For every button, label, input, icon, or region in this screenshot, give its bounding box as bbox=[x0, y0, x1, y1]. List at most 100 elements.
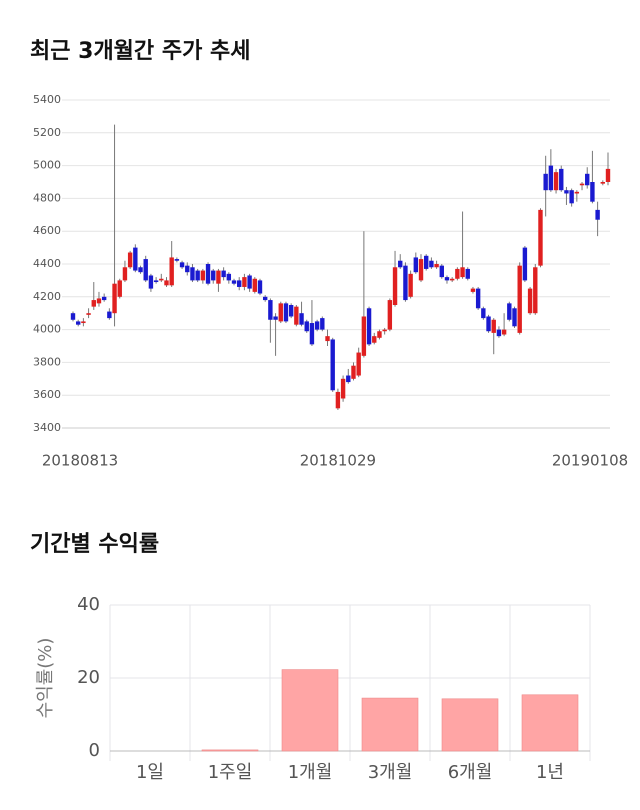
candle-body bbox=[403, 265, 408, 301]
candle-body bbox=[309, 323, 315, 345]
x-tick-label: 6개월 bbox=[448, 762, 493, 783]
bar bbox=[441, 698, 499, 752]
candle-body bbox=[590, 182, 595, 202]
x-tick-label: 1개월 bbox=[288, 762, 333, 783]
candle-body bbox=[439, 265, 444, 278]
candle-body bbox=[231, 280, 237, 284]
candle-body bbox=[585, 173, 590, 186]
candle-body bbox=[559, 168, 564, 191]
x-tick-label: 20180813 bbox=[42, 452, 118, 470]
candle-body bbox=[190, 267, 195, 281]
candle-body bbox=[398, 260, 403, 268]
candle-body bbox=[569, 190, 574, 204]
chart-title: 최근 3개월간 주가 추세 bbox=[30, 39, 250, 64]
candle-body bbox=[501, 329, 507, 335]
candle-body bbox=[408, 273, 413, 297]
candle-body bbox=[278, 303, 283, 322]
candle-body bbox=[75, 321, 81, 325]
candle-body bbox=[159, 278, 164, 281]
y-tick-label: 4600 bbox=[33, 224, 61, 237]
candle-body bbox=[527, 288, 533, 314]
candle-body bbox=[211, 270, 216, 281]
x-tick-label: 1년 bbox=[536, 762, 564, 783]
candle-body bbox=[91, 300, 96, 307]
candle-body bbox=[242, 277, 247, 287]
candle-body bbox=[486, 316, 491, 332]
candle-body bbox=[205, 264, 211, 284]
candle-body bbox=[299, 313, 304, 325]
y-tick-label: 4000 bbox=[33, 323, 61, 336]
candle-body bbox=[481, 308, 486, 319]
candle-body bbox=[392, 267, 398, 305]
candle-body bbox=[325, 336, 330, 342]
candle-body bbox=[200, 270, 206, 281]
candle-body bbox=[81, 321, 86, 324]
candle-body bbox=[288, 305, 294, 317]
candle-body bbox=[185, 265, 190, 273]
candle-body bbox=[595, 209, 600, 220]
candle-body bbox=[605, 168, 611, 182]
x-tick-label: 1일 bbox=[136, 762, 164, 783]
candle-body bbox=[470, 288, 476, 292]
y-tick-label: 5400 bbox=[33, 93, 61, 106]
bar bbox=[201, 749, 259, 752]
x-tick-label: 20190108 bbox=[552, 452, 628, 470]
candle-body bbox=[133, 247, 138, 271]
candle-body bbox=[179, 262, 185, 268]
y-tick-label: 0 bbox=[89, 740, 100, 761]
candle-body bbox=[455, 268, 460, 279]
candle-body bbox=[164, 280, 169, 286]
candle-body bbox=[122, 267, 128, 281]
candle-body bbox=[273, 316, 278, 320]
candle-body bbox=[283, 303, 289, 322]
candle-body bbox=[216, 270, 221, 284]
candle-body bbox=[304, 321, 309, 332]
candle-body bbox=[320, 318, 325, 330]
candle-body bbox=[346, 375, 351, 383]
candle-body bbox=[434, 264, 439, 268]
candle-body bbox=[335, 391, 341, 409]
candle-body bbox=[257, 280, 263, 294]
candle-body bbox=[268, 300, 273, 320]
candle-body bbox=[517, 265, 522, 333]
candle-body bbox=[221, 270, 226, 278]
x-tick-label: 3개월 bbox=[368, 762, 413, 783]
candle-body bbox=[574, 191, 580, 194]
bar bbox=[281, 669, 339, 752]
candle-body bbox=[294, 306, 299, 325]
y-tick-label: 5000 bbox=[33, 159, 61, 172]
candle-body bbox=[366, 308, 372, 345]
candle-body bbox=[153, 280, 159, 283]
candle-body bbox=[340, 378, 346, 399]
candle-body bbox=[496, 329, 502, 337]
candle-body bbox=[138, 267, 143, 273]
candle-body bbox=[70, 313, 76, 320]
y-axis-label: 수익률(%) bbox=[35, 638, 56, 719]
candle-body bbox=[543, 173, 548, 191]
bar bbox=[361, 697, 419, 752]
candle-body bbox=[579, 183, 585, 186]
candle-body bbox=[507, 303, 512, 320]
candle-body bbox=[174, 259, 180, 261]
candle-body bbox=[247, 275, 252, 289]
y-tick-label: 3800 bbox=[33, 355, 61, 368]
candle-body bbox=[252, 278, 257, 292]
candle-body bbox=[101, 296, 107, 301]
candle-body bbox=[377, 331, 382, 338]
candle-body bbox=[351, 365, 356, 379]
candle-body bbox=[314, 321, 320, 330]
candle-body bbox=[237, 280, 242, 287]
candle-body bbox=[600, 182, 606, 184]
candle-body bbox=[548, 165, 554, 191]
x-tick-label: 1주일 bbox=[208, 762, 253, 783]
candle-body bbox=[226, 273, 232, 281]
candle-body bbox=[429, 260, 434, 268]
candle-body bbox=[262, 296, 268, 301]
candle-body bbox=[444, 277, 450, 281]
candle-body bbox=[372, 336, 377, 343]
candle-body bbox=[553, 172, 559, 191]
candle-body bbox=[460, 267, 465, 278]
candle-body bbox=[475, 288, 481, 309]
candle-body bbox=[112, 283, 117, 314]
